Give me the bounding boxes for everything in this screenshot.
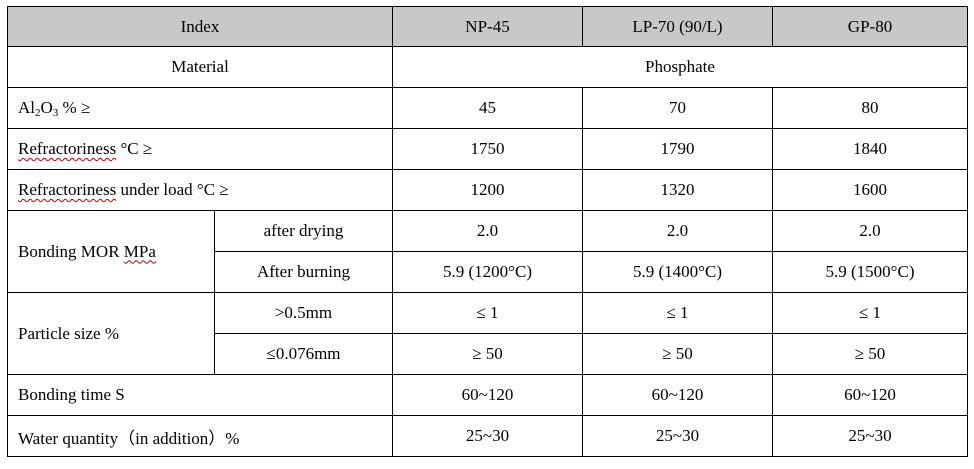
header-np45: NP-45: [392, 6, 583, 47]
refractoriness-load-label: Refractoriness under load °C ≥: [7, 169, 393, 211]
bonding-time-np45: 60~120: [392, 374, 583, 416]
water-quantity-label: Water quantity（in addition）%: [7, 415, 393, 457]
refractoriness-load-np45: 1200: [392, 169, 583, 211]
water-quantity-gp80: 25~30: [772, 415, 968, 457]
bonding-mor-prefix: Bonding MOR: [18, 241, 124, 261]
refractoriness-load-rest: under load °C ≥: [116, 180, 229, 199]
bonding-mor-drying-label: after drying: [214, 210, 393, 252]
refractoriness-load-row: Refractoriness under load °C ≥ 1200 1320…: [7, 169, 968, 211]
bonding-time-row: Bonding time S 60~120 60~120 60~120: [7, 374, 968, 416]
bonding-mor-burning-lp70: 5.9 (1400°C): [582, 251, 773, 293]
bonding-mor-burning-label: After burning: [214, 251, 393, 293]
bonding-mor-unit: MPa: [123, 241, 156, 261]
water-quantity-np45: 25~30: [392, 415, 583, 457]
particle-size-fine-gp80: ≥ 50: [772, 333, 968, 375]
refractoriness-label: Refractoriness °C ≥: [7, 128, 393, 170]
water-quantity-lp70: 25~30: [582, 415, 773, 457]
refractoriness-row: Refractoriness °C ≥ 1750 1790 1840: [7, 128, 968, 170]
particle-size-label: Particle size %: [7, 292, 215, 375]
material-value: Phosphate: [392, 46, 968, 88]
refractoriness-np45: 1750: [392, 128, 583, 170]
al2o3-label: Al2O3 % ≥: [7, 87, 393, 129]
material-row: Material Phosphate: [7, 46, 968, 88]
bonding-mor-label: Bonding MOR MPa: [7, 210, 215, 293]
refractoriness-lp70: 1790: [582, 128, 773, 170]
al2o3-np45: 45: [392, 87, 583, 129]
bonding-mor-drying-row: Bonding MOR MPa after drying 2.0 2.0 2.0: [7, 210, 968, 293]
particle-size-coarse-row: Particle size % >0.5mm ≤ 1 ≤ 1 ≤ 1: [7, 292, 968, 375]
refractoriness-load-word: Refractoriness: [18, 180, 117, 199]
water-quantity-row: Water quantity（in addition）% 25~30 25~30…: [7, 415, 968, 457]
al2o3-label-prefix: Al: [18, 98, 35, 117]
al2o3-gp80: 80: [772, 87, 968, 129]
header-index: Index: [7, 6, 393, 47]
refractoriness-load-lp70: 1320: [582, 169, 773, 211]
al2o3-sub1: 2: [35, 107, 41, 119]
al2o3-sub2: 3: [52, 107, 59, 119]
refractoriness-word: Refractoriness: [18, 139, 117, 158]
header-lp70: LP-70 (90/L): [582, 6, 773, 47]
refractoriness-rest: °C ≥: [116, 139, 153, 158]
bonding-mor-burning-row: After burning 5.9 (1200°C) 5.9 (1400°C) …: [8, 251, 968, 293]
bonding-mor-drying-lp70: 2.0: [582, 210, 773, 252]
particle-size-fine-lp70: ≥ 50: [582, 333, 773, 375]
particle-size-fine-row: ≤0.076mm ≥ 50 ≥ 50 ≥ 50: [8, 333, 968, 375]
al2o3-lp70: 70: [582, 87, 773, 129]
al2o3-row: Al2O3 % ≥ 45 70 80: [7, 87, 968, 129]
bonding-time-label: Bonding time S: [7, 374, 393, 416]
refractoriness-load-gp80: 1600: [772, 169, 968, 211]
particle-size-coarse-gp80: ≤ 1: [772, 292, 968, 334]
bonding-time-gp80: 60~120: [772, 374, 968, 416]
header-row: Index NP-45 LP-70 (90/L) GP-80: [7, 6, 968, 47]
particle-size-coarse-lp70: ≤ 1: [582, 292, 773, 334]
bonding-mor-burning-np45: 5.9 (1200°C): [392, 251, 583, 293]
bonding-mor-drying-gp80: 2.0: [772, 210, 968, 252]
bonding-time-lp70: 60~120: [582, 374, 773, 416]
particle-size-coarse-label: >0.5mm: [214, 292, 393, 334]
al2o3-label-mid: O: [40, 98, 53, 117]
al2o3-label-suffix: % ≥: [58, 98, 91, 117]
material-label: Material: [7, 46, 393, 88]
bonding-mor-burning-gp80: 5.9 (1500°C): [772, 251, 968, 293]
bonding-mor-drying-np45: 2.0: [392, 210, 583, 252]
particle-size-fine-label: ≤0.076mm: [214, 333, 393, 375]
refractoriness-gp80: 1840: [772, 128, 968, 170]
particle-size-fine-np45: ≥ 50: [392, 333, 583, 375]
header-gp80: GP-80: [772, 6, 968, 47]
particle-size-coarse-np45: ≤ 1: [392, 292, 583, 334]
specification-table: Index NP-45 LP-70 (90/L) GP-80 Material …: [7, 6, 968, 457]
